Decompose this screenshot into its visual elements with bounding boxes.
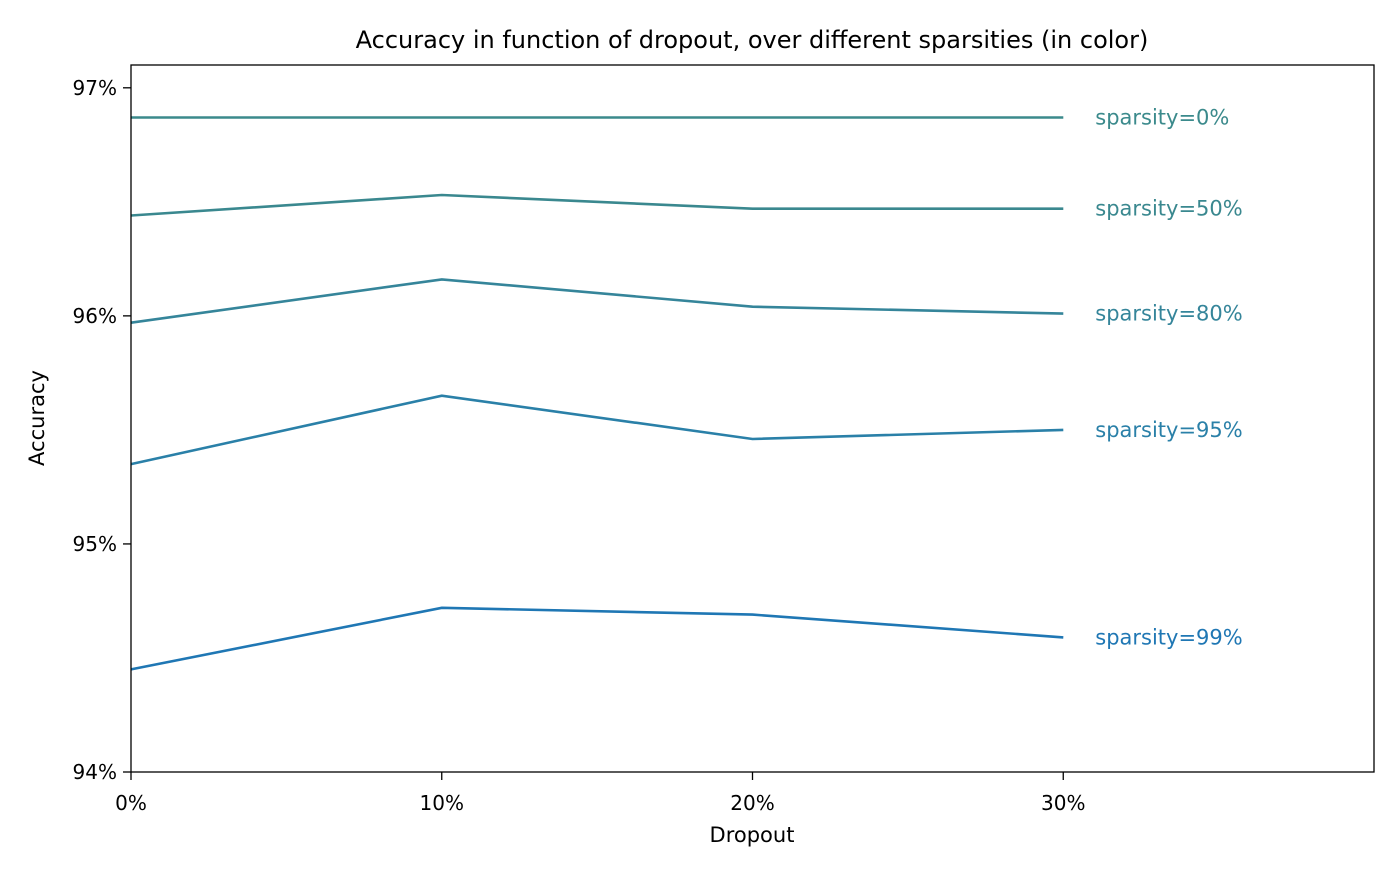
series-label: sparsity=95% <box>1095 418 1242 442</box>
series-layer: sparsity=0% sparsity=50% sparsity=80% spars… <box>130 105 1243 671</box>
x-tick-label: 10% <box>420 791 464 815</box>
x-tick-label: 30% <box>1041 791 1085 815</box>
x-tick-label: 20% <box>730 791 774 815</box>
series-line <box>130 278 1064 324</box>
series-line <box>130 193 1064 217</box>
series-line <box>130 606 1064 671</box>
chart-title: Accuracy in function of dropout, over di… <box>356 26 1149 54</box>
x-tick-label: 0% <box>115 791 147 815</box>
plot-frame <box>130 64 1375 773</box>
x-axis-label: Dropout <box>710 823 795 847</box>
series-label: sparsity=0% <box>1095 105 1229 129</box>
y-tick-label: 96% <box>73 304 117 328</box>
y-axis-label: Accuracy <box>25 370 49 466</box>
y-tick-label: 97% <box>73 76 117 100</box>
series-label: sparsity=80% <box>1095 302 1242 326</box>
series-line <box>130 394 1064 466</box>
series-label: sparsity=99% <box>1095 625 1242 649</box>
series-label: sparsity=50% <box>1095 197 1242 221</box>
ticks-layer: 0% 10% 20% 30% 94% 95% 96% 97% <box>73 76 1086 815</box>
y-tick-label: 94% <box>73 760 117 784</box>
y-tick-label: 95% <box>73 532 117 556</box>
